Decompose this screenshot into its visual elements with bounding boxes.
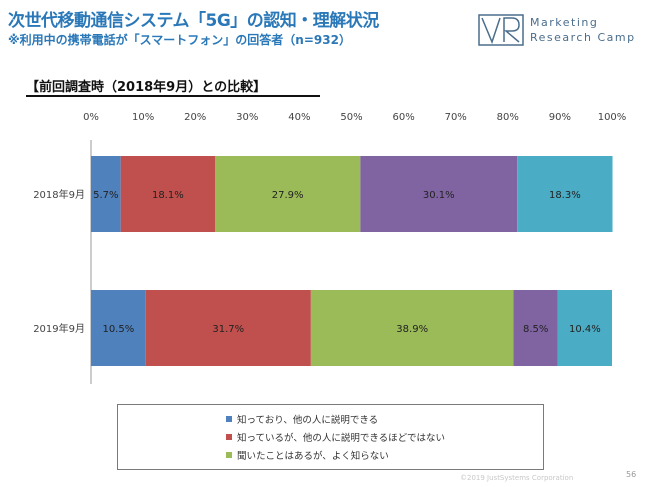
bar-segment — [517, 156, 613, 232]
x-tick-label: 0% — [83, 112, 99, 123]
legend-swatch — [226, 416, 232, 422]
bar-segment — [557, 290, 612, 366]
data-label: 8.5% — [523, 324, 548, 335]
bar-segment — [91, 290, 146, 366]
data-label: 30.1% — [423, 190, 455, 201]
legend-swatch — [226, 452, 232, 458]
data-label: 38.9% — [396, 324, 428, 335]
x-tick-label: 20% — [184, 112, 206, 123]
bar-segment — [310, 290, 514, 366]
bar-segment — [91, 156, 121, 232]
x-tick-label: 10% — [132, 112, 154, 123]
x-tick-label: 90% — [549, 112, 571, 123]
legend-item: 聞いたことはあるが、よく知らない — [226, 448, 389, 462]
bar-segment — [145, 290, 311, 366]
bar-segment — [360, 156, 518, 232]
legend-swatch — [226, 434, 232, 440]
section-heading: 【前回調査時（2018年9月）との比較】 — [26, 80, 267, 95]
logo: Marketing Research Camp — [478, 12, 648, 52]
legend-label: 知っているが、他の人に説明できるほどではない — [237, 433, 445, 444]
bar-segment — [214, 156, 361, 232]
x-tick-label: 60% — [392, 112, 414, 123]
page-number: 56 — [626, 470, 637, 479]
data-label: 10.4% — [569, 324, 601, 335]
x-tick-label: 40% — [288, 112, 310, 123]
data-label: 31.7% — [212, 324, 244, 335]
x-tick-label: 50% — [340, 112, 362, 123]
logo-text-line2: Research Camp — [530, 31, 636, 44]
x-tick-label: 30% — [236, 112, 258, 123]
x-tick-label: 100% — [598, 112, 627, 123]
legend-item: 知っており、他の人に説明できる — [226, 412, 378, 426]
data-label: 18.1% — [152, 190, 184, 201]
x-tick-label: 80% — [497, 112, 519, 123]
chart-legend: 知っており、他の人に説明できる知っているが、他の人に説明できるほどではない 聞いた… — [117, 404, 544, 470]
page-title: 次世代移動通信システム「5G」の認知・理解状況 — [8, 11, 379, 31]
category-label: 2018年9月 — [33, 188, 85, 201]
section-underline — [26, 95, 320, 97]
data-label: 10.5% — [102, 324, 134, 335]
data-label: 27.9% — [272, 190, 304, 201]
data-label: 5.7% — [93, 190, 118, 201]
legend-label: 聞いたことはあるが、よく知らない — [237, 451, 389, 462]
logo-mark-icon — [478, 14, 524, 46]
data-label: 18.3% — [549, 190, 581, 201]
category-label: 2019年9月 — [33, 322, 85, 335]
stacked-bar-chart: 0% 10% 20% 30% 40% 50% 60% 70% 80% 90% 100% 2018年9月… — [33, 112, 627, 384]
page-subtitle: ※利用中の携帯電話が「スマートフォン」の回答者（n=932） — [8, 33, 351, 47]
bar-segment — [120, 156, 215, 232]
legend-label: 知っており、他の人に説明できる — [237, 415, 379, 426]
legend-item: 知っているが、他の人に説明できるほどではない — [226, 430, 445, 444]
copyright: ©2019 JustSystems Corporation — [460, 474, 574, 482]
logo-text-line1: Marketing — [530, 16, 599, 29]
bar-segment — [513, 290, 558, 366]
x-tick-label: 70% — [445, 112, 467, 123]
